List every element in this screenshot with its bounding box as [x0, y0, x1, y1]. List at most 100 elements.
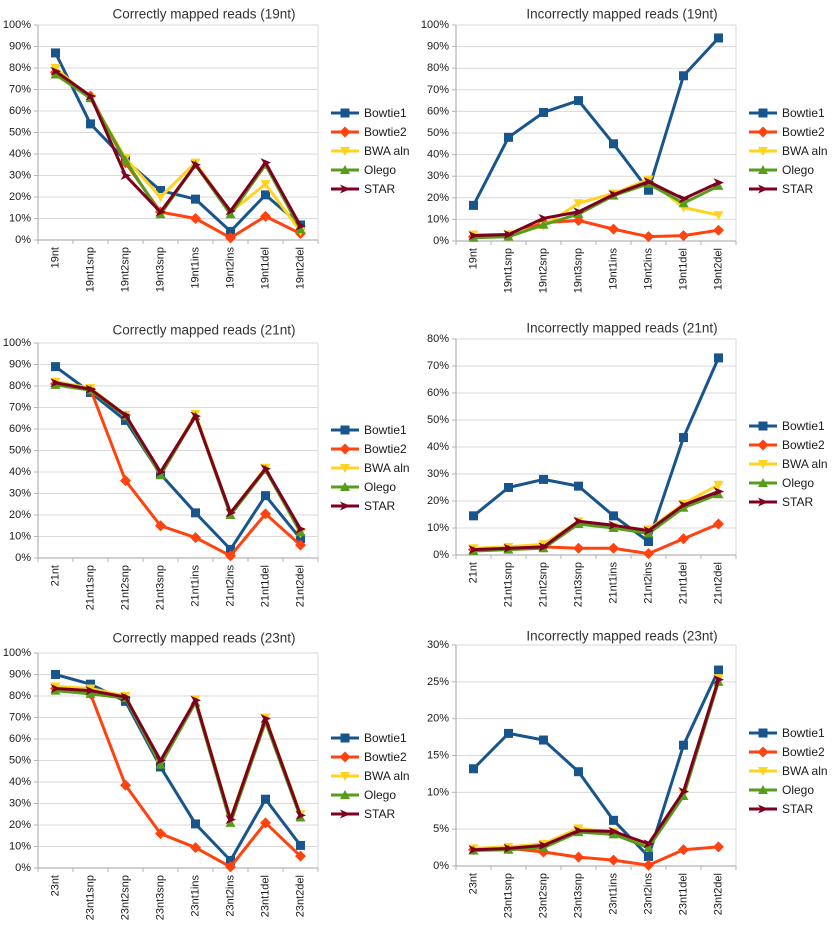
- series-marker-bowtie1: [51, 48, 60, 58]
- legend-marker-icon: [340, 482, 350, 491]
- series-marker-bowtie2: [120, 475, 131, 487]
- series-line-bowtie1: [54, 365, 302, 551]
- x-axis-tick-label: 19nt2snp: [538, 248, 550, 293]
- x-axis-tick-label: 21nt3snp: [155, 565, 167, 610]
- x-axis-tick-label: 19nt1snp: [503, 248, 515, 293]
- legend-item-bowtie2: Bowtie2: [331, 125, 407, 139]
- y-axis-tick-label: 10%: [9, 531, 31, 543]
- series-marker-star: [538, 840, 549, 850]
- series-line-bowtie1: [472, 356, 720, 543]
- legend-label: Bowtie1: [364, 731, 407, 745]
- series-marker-star: [260, 158, 271, 168]
- y-axis-tick-label: 70%: [427, 84, 449, 96]
- series-marker-olego: [155, 470, 166, 480]
- series-marker-star: [538, 542, 549, 552]
- series-marker-bowtie2: [713, 224, 724, 236]
- series-marker-bwa-aln: [260, 180, 271, 190]
- series-marker-olego: [50, 69, 61, 79]
- series-marker-star: [573, 207, 584, 217]
- legend-label: Bowtie1: [782, 419, 825, 433]
- legend-label: Olego: [364, 788, 396, 802]
- series-line-olego: [472, 182, 720, 240]
- y-axis-tick-label: 20%: [9, 191, 31, 203]
- legend-label: STAR: [364, 807, 395, 821]
- legend-item-olego: Olego: [331, 480, 396, 494]
- legend-marker-icon: [758, 804, 769, 814]
- series-marker-star: [120, 692, 131, 702]
- series-marker-olego: [608, 829, 619, 839]
- legend-item-bowtie1: Bowtie1: [331, 106, 407, 120]
- legend-marker-icon: [339, 751, 351, 763]
- legend-item-bowtie2: Bowtie2: [331, 442, 407, 456]
- x-axis-tick-label: 23nt2ins: [643, 873, 655, 915]
- legend-label: Olego: [782, 476, 814, 490]
- chart-panel-incorrectly-mapped-reads-21nt: 0% 10% 20% 30% 40% 50% 60% 70% 80% 21nt 21nt1snp 21…: [418, 310, 837, 625]
- series-marker-olego: [538, 219, 549, 229]
- y-axis-tick-label: 30%: [427, 170, 449, 182]
- y-axis-tick-label: 0%: [433, 235, 449, 247]
- x-axis-tick-label: 21nt1ins: [608, 562, 620, 604]
- legend-label: Bowtie1: [782, 726, 825, 740]
- series-marker-bwa-aln: [50, 64, 61, 73]
- series-marker-bowtie1: [714, 33, 723, 43]
- legend-item-bowtie1: Bowtie1: [749, 726, 825, 740]
- legend-item-bowtie2: Bowtie2: [749, 125, 825, 139]
- series-marker-bowtie2: [608, 854, 619, 866]
- x-axis-tick-label: 21nt1del: [260, 565, 272, 607]
- legend-item-star: STAR: [749, 802, 813, 816]
- series-marker-bowtie2: [678, 533, 689, 545]
- series-marker-star: [190, 695, 201, 705]
- y-axis-tick-label: 60%: [427, 387, 449, 399]
- x-axis-tick-label: 23nt: [50, 875, 62, 896]
- x-axis-tick-label: 21nt3snp: [573, 562, 585, 607]
- series-marker-star: [225, 206, 236, 216]
- y-axis-tick-label: 30%: [9, 798, 31, 810]
- series-marker-star: [608, 826, 619, 836]
- series-line-star: [472, 180, 720, 238]
- series-marker-star: [468, 845, 479, 855]
- y-axis-tick-label: 50%: [9, 127, 31, 139]
- series-marker-star: [643, 177, 654, 187]
- series-marker-bowtie1: [156, 186, 165, 196]
- legend-label: Olego: [782, 783, 814, 797]
- series-marker-bowtie2: [713, 518, 724, 530]
- x-axis-tick-label: 19nt1del: [260, 247, 272, 289]
- legend-item-star: STAR: [749, 182, 813, 196]
- y-axis-tick-label: 20%: [427, 192, 449, 204]
- legend-marker-icon: [758, 108, 768, 118]
- x-axis-tick-label: 23nt1ins: [190, 875, 202, 917]
- series-marker-bowtie1: [296, 534, 305, 544]
- legend-marker-icon: [340, 501, 351, 511]
- y-axis-tick-label: 20%: [9, 509, 31, 521]
- series-marker-bwa-aln: [713, 211, 724, 221]
- legend-item-star: STAR: [331, 182, 395, 196]
- series-line-star: [54, 381, 302, 531]
- series-marker-bowtie2: [295, 539, 306, 551]
- series-marker-bowtie2: [608, 223, 619, 235]
- series-marker-star: [225, 815, 236, 825]
- series-marker-star: [503, 843, 514, 853]
- legend-item-bowtie1: Bowtie1: [749, 106, 825, 120]
- chart-canvas: 0% 5% 10% 15% 20% 25% 30% 23nt 23nt1snp 23nt2snp 2…: [427, 629, 828, 919]
- series-marker-bowtie1: [644, 537, 653, 546]
- chart-title: Incorrectly mapped reads (23nt): [526, 629, 717, 644]
- series-marker-bowtie1: [261, 491, 270, 501]
- y-axis-tick-label: 10%: [427, 522, 449, 534]
- legend-marker-icon: [758, 767, 768, 776]
- x-axis-tick-label: 23nt3snp: [573, 873, 585, 918]
- series-marker-star: [85, 91, 96, 101]
- x-axis-tick-label: 23nt3snp: [155, 875, 167, 920]
- x-axis-tick-label: 21nt2snp: [538, 562, 550, 607]
- y-axis-tick-label: 60%: [9, 105, 31, 117]
- series-line-bowtie1: [54, 51, 302, 233]
- chart-title: Correctly mapped reads (21nt): [112, 323, 295, 338]
- legend-marker-icon: [758, 165, 768, 174]
- legend-item-olego: Olego: [331, 163, 396, 177]
- x-axis-tick-label: 23nt: [468, 873, 480, 894]
- series-marker-olego: [295, 224, 306, 234]
- y-axis-tick-label: 90%: [9, 41, 31, 53]
- series-marker-bowtie2: [608, 542, 619, 554]
- x-axis-tick-label: 21nt2del: [713, 562, 725, 604]
- series-marker-star: [155, 207, 166, 217]
- legend-label: Bowtie2: [782, 125, 825, 139]
